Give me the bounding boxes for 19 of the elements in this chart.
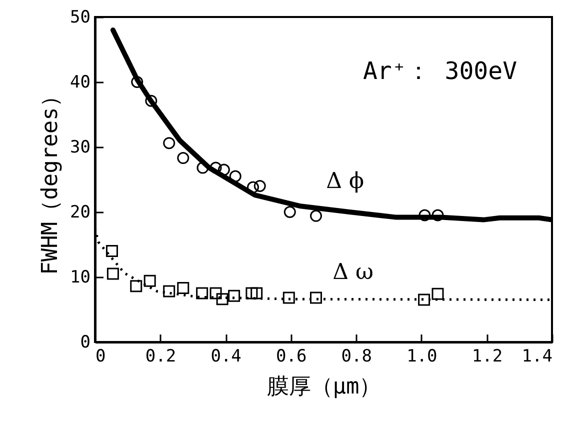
x-axis-title: 膜厚（μm） — [266, 374, 382, 400]
x-tick-label: 0.6 — [276, 346, 307, 366]
x-tick-label: 0.4 — [210, 346, 242, 366]
y-axis-title: FWHM（degrees） — [38, 85, 64, 275]
y-tick-label: 40 — [70, 72, 90, 92]
x-tick-label: 1.0 — [406, 346, 438, 366]
annotation: Δ ϕ — [326, 169, 364, 194]
y-tick-label: 50 — [70, 8, 90, 28]
x-tick-label: 1.4 — [522, 346, 552, 366]
x-tick-label: 0 — [96, 346, 106, 366]
annotation: Ar⁺： 300eV — [362, 57, 518, 85]
x-tick-label: 0.2 — [145, 346, 176, 366]
y-tick-label: 20 — [70, 202, 90, 222]
annotation: Δ ω — [332, 260, 374, 285]
x-tick-label: 0.8 — [341, 346, 372, 366]
y-tick-label: 30 — [70, 138, 90, 158]
y-tick-label: 0 — [80, 332, 90, 352]
y-tick-label: 10 — [70, 268, 90, 288]
x-tick-label: 1.2 — [472, 346, 503, 366]
